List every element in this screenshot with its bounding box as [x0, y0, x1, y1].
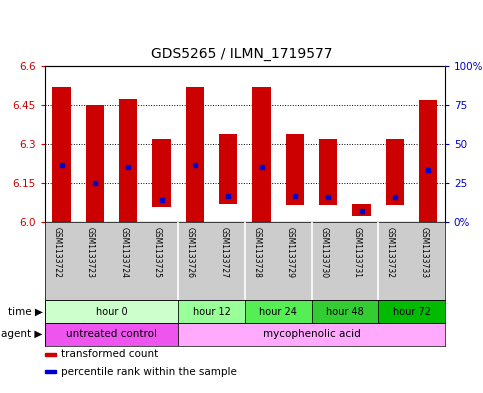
- Bar: [45, 323, 178, 346]
- Bar: [53, 87, 71, 222]
- Text: hour 12: hour 12: [193, 307, 230, 317]
- Bar: [178, 300, 245, 323]
- Bar: [253, 87, 270, 222]
- Bar: [312, 300, 378, 323]
- Bar: [245, 300, 312, 323]
- Text: untreated control: untreated control: [66, 329, 157, 340]
- Bar: [378, 300, 445, 323]
- Bar: [353, 204, 370, 217]
- Bar: [219, 134, 237, 204]
- Text: time ▶: time ▶: [8, 307, 43, 317]
- Text: mycophenolic acid: mycophenolic acid: [263, 329, 360, 340]
- Text: GSM1133727: GSM1133727: [219, 227, 228, 278]
- Text: agent ▶: agent ▶: [1, 329, 43, 340]
- Bar: [45, 371, 56, 373]
- Bar: [386, 139, 404, 205]
- Text: GSM1133724: GSM1133724: [119, 227, 128, 278]
- Bar: [153, 139, 170, 208]
- Text: GSM1133733: GSM1133733: [419, 227, 428, 278]
- Text: hour 48: hour 48: [326, 307, 364, 317]
- Bar: [86, 105, 104, 222]
- Bar: [119, 99, 137, 222]
- Bar: [286, 134, 304, 205]
- Text: GSM1133728: GSM1133728: [253, 227, 262, 278]
- Bar: [319, 139, 337, 205]
- Text: hour 72: hour 72: [393, 307, 430, 317]
- Text: GSM1133723: GSM1133723: [86, 227, 95, 278]
- Bar: [178, 323, 445, 346]
- Text: hour 24: hour 24: [259, 307, 297, 317]
- Bar: [45, 353, 56, 356]
- Bar: [45, 300, 178, 323]
- Text: GSM1133726: GSM1133726: [186, 227, 195, 278]
- Bar: [419, 100, 437, 222]
- Text: GSM1133731: GSM1133731: [353, 227, 361, 278]
- Text: GSM1133722: GSM1133722: [53, 227, 62, 278]
- Text: GSM1133725: GSM1133725: [153, 227, 161, 278]
- Text: GSM1133732: GSM1133732: [386, 227, 395, 278]
- Text: transformed count: transformed count: [61, 349, 158, 359]
- Text: percentile rank within the sample: percentile rank within the sample: [61, 367, 237, 377]
- Text: GSM1133729: GSM1133729: [286, 227, 295, 278]
- Text: GSM1133730: GSM1133730: [319, 227, 328, 278]
- Text: hour 0: hour 0: [96, 307, 128, 317]
- Bar: [186, 87, 204, 222]
- Text: GDS5265 / ILMN_1719577: GDS5265 / ILMN_1719577: [151, 46, 332, 61]
